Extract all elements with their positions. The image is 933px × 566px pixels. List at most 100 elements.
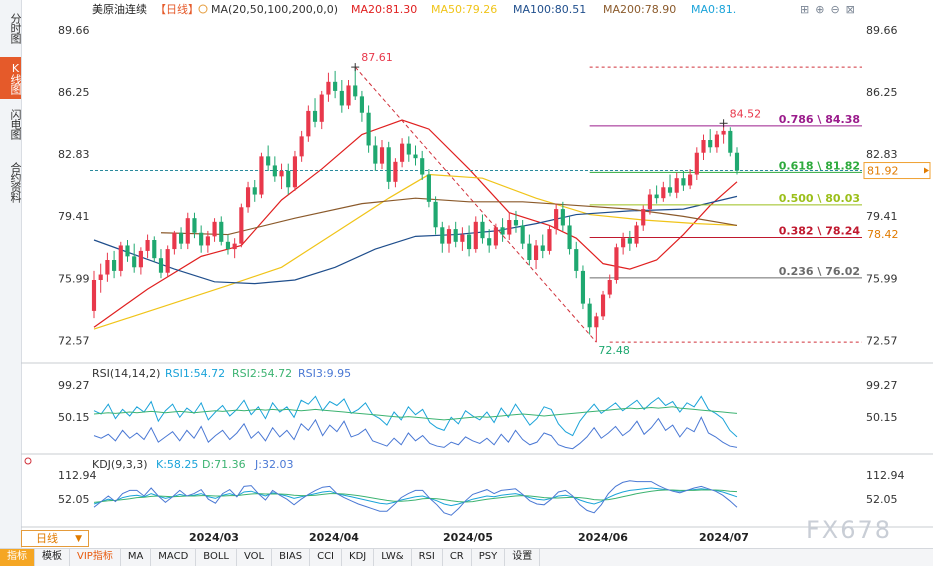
high-annotation: 87.61	[361, 51, 393, 64]
candle-body	[654, 194, 659, 199]
indicator-tab-11[interactable]: RSI	[412, 549, 443, 566]
indicator-tab-4[interactable]: MACD	[151, 549, 197, 566]
candle-body	[433, 201, 438, 228]
candle-body	[225, 241, 231, 250]
indicator-tab-14[interactable]: 设置	[505, 549, 541, 566]
candle-body	[493, 227, 498, 246]
candle-body	[165, 249, 170, 273]
rsi-value-0: RSI1:54.72	[165, 367, 225, 380]
candle-body	[112, 260, 117, 271]
rsi-line-rsi1	[93, 395, 738, 438]
fib-label-2: 0.500 \ 80.03	[779, 192, 860, 205]
expand-icon[interactable]: ⊞	[800, 3, 816, 16]
side-tab-0[interactable]: 分时图	[9, 13, 22, 43]
indicator-tab-5[interactable]: BOLL	[196, 549, 237, 566]
candle-body	[580, 270, 586, 304]
indicator-tab-3[interactable]: MA	[121, 549, 152, 566]
indicator-tab-0[interactable]: 指标	[0, 549, 35, 566]
candle-body	[366, 112, 371, 146]
indicator-tab-7[interactable]: BIAS	[272, 549, 311, 566]
side-tab-2[interactable]: 闪电图	[9, 108, 22, 139]
y-tick-right: 75.99	[866, 272, 898, 285]
candle-body	[446, 229, 452, 244]
kline-chart[interactable]: 美原油连续 【日线】 MA(20,50,100,200,0,0) MA20:81.30…	[0, 0, 933, 548]
last-price-tag	[863, 162, 931, 180]
indicator-tab-6[interactable]: VOL	[237, 549, 273, 566]
y-tick-right: 82.83	[866, 148, 898, 161]
rsi-line-rsi3	[93, 416, 738, 450]
candle-body	[172, 232, 177, 250]
rsi-y-tick-right: 99.27	[866, 379, 898, 392]
indicator-tab-8[interactable]: CCI	[310, 549, 343, 566]
close-icon[interactable]: ⊠	[845, 3, 861, 16]
candle-body	[373, 145, 378, 164]
candle-body	[614, 247, 619, 280]
candle-body	[245, 187, 251, 208]
candle-body	[621, 238, 626, 248]
candle-body	[594, 316, 599, 328]
candle-body	[480, 221, 485, 239]
candle-body	[272, 165, 277, 177]
kdj-header: KDJ(9,3,3) K:58.25 D:71.36 J:32.03	[92, 458, 293, 471]
candle-body	[600, 294, 606, 317]
side-tab-1[interactable]: K线图	[0, 57, 22, 99]
candle-body	[279, 170, 284, 177]
indicator-tab-10[interactable]: LW&	[374, 549, 412, 566]
watermark: FX678	[806, 516, 893, 544]
candle-body	[587, 303, 592, 328]
candle-body	[158, 258, 164, 273]
indicator-tab-13[interactable]: PSY	[472, 549, 506, 566]
y-tick-right: 79.41	[866, 210, 898, 223]
y-tick-left: 75.99	[58, 272, 90, 285]
period-select[interactable]: 日线 ▼	[21, 530, 89, 547]
settings-circle-icon	[198, 4, 208, 14]
y-tick-left: 79.41	[58, 210, 90, 223]
indicator-tab-12[interactable]: CR	[443, 549, 472, 566]
candle-body	[527, 243, 532, 260]
last-price-value: 81.92	[867, 165, 899, 178]
candle-body	[694, 152, 699, 175]
candle-body	[520, 225, 525, 244]
kdj-value-0: K:58.25	[156, 458, 198, 471]
indicator-tab-2[interactable]: VIP指标	[70, 549, 121, 566]
y-tick-left: 89.66	[58, 24, 90, 37]
symbol-name: 美原油连续	[92, 2, 147, 16]
candle-body	[192, 218, 197, 233]
zoom-out-icon[interactable]: ⊖	[830, 3, 846, 16]
candle-body	[413, 154, 418, 159]
indicator-tab-9[interactable]: KDJ	[342, 549, 375, 566]
candle-body	[252, 187, 257, 195]
rsi-header: RSI(14,14,2) RSI1:54.72 RSI2:54.72 RSI3:9.9…	[92, 367, 351, 380]
x-tick: 2024/05	[443, 531, 493, 544]
fib-label-0: 0.786 \ 84.38	[779, 113, 860, 126]
rsi-line-rsi2	[93, 406, 738, 421]
candle-body	[426, 174, 431, 202]
candle-body	[647, 194, 653, 210]
candle-body	[554, 209, 559, 230]
candle-body	[333, 81, 338, 91]
candle-body	[393, 161, 398, 182]
low-annotation: 72.48	[598, 344, 630, 357]
candle-body	[667, 187, 673, 193]
candle-body	[138, 250, 143, 268]
candle-body	[339, 90, 344, 106]
candle-body	[299, 136, 304, 157]
ma-value-1: MA50:79.26	[431, 3, 497, 16]
candle-body	[239, 207, 244, 244]
side-tab-3[interactable]: 合约资料	[9, 162, 22, 202]
candle-body	[386, 147, 391, 182]
kdj-y-tick-right: 112.94	[866, 469, 905, 482]
candle-body	[627, 238, 632, 244]
kdj-y-tick-right: 52.05	[866, 493, 898, 506]
rsi-value-1: RSI2:54.72	[232, 367, 292, 380]
candle-body	[178, 232, 184, 244]
candle-body	[132, 256, 137, 268]
candle-body	[379, 147, 385, 164]
indicator-tab-1[interactable]: 模板	[35, 549, 70, 566]
kdj-y-tick-left: 52.05	[58, 493, 90, 506]
kdj-y-tick-left: 112.94	[58, 469, 97, 482]
x-tick: 2024/06	[578, 531, 628, 544]
candle-body	[219, 221, 224, 242]
zoom-in-icon[interactable]: ⊕	[815, 3, 831, 16]
rsi-value-2: RSI3:9.95	[298, 367, 351, 380]
